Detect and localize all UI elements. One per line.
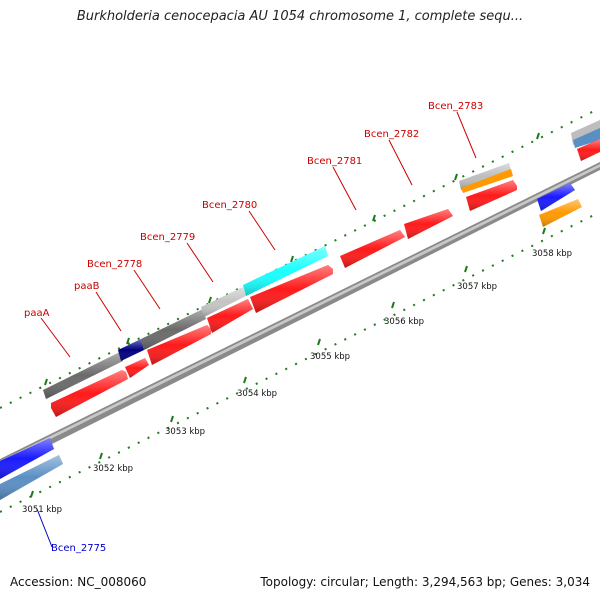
gene-bcen-2775[interactable] [0,438,63,500]
scale-label: 3058 kbp [532,249,572,259]
gene-label-bcen-2778[interactable]: Bcen_2778 [87,259,142,270]
gene-label-bcen-2780[interactable]: Bcen_2780 [202,200,257,211]
forward-cds-track [51,139,600,417]
inner-scale-track [0,211,600,513]
cds-red[interactable] [250,265,333,313]
outer-gene-track [43,120,600,399]
chromosome-backbone [0,162,600,470]
label-leaders [36,111,477,548]
cds-red[interactable] [404,209,453,239]
gene-label-bcen-2781[interactable]: Bcen_2781 [307,156,362,167]
scale-label: 3052 kbp [93,464,133,474]
cds-red[interactable] [577,139,600,161]
cds-red[interactable] [125,358,149,378]
gene-paaA[interactable] [43,352,123,399]
cds-red[interactable] [147,325,211,365]
scale-label: 3057 kbp [457,282,497,292]
scale-label: 3054 kbp [237,389,277,399]
cds-red[interactable] [340,230,405,268]
gene-paaB[interactable] [118,339,144,361]
gene-label-bcen-2779[interactable]: Bcen_2779 [140,232,195,243]
gene-label-paaA[interactable]: paaA [24,308,50,319]
gene-bcen-2779[interactable] [201,287,246,317]
gene-label-bcen-2775[interactable]: Bcen_2775 [51,543,106,554]
gene-label-bcen-2782[interactable]: Bcen_2782 [364,129,419,140]
gene-label-bcen-2783[interactable]: Bcen_2783 [428,101,483,112]
gene-bcen-2778[interactable] [141,309,206,350]
scale-ticks [30,132,546,498]
reverse-cds-track [0,183,582,500]
topology-text: Topology: circular; Length: 3,294,563 bp… [260,575,590,589]
scale-label: 3053 kbp [165,427,205,437]
accession-text: Accession: NC_008060 [10,575,147,589]
gene-bcen-2780[interactable] [243,246,328,296]
cds-orange[interactable] [539,199,582,227]
outer-scale-track [0,107,600,409]
gene-labels: paaA paaB Bcen_2778 Bcen_2779 Bcen_2780 … [24,101,483,554]
scale-labels: 3051 kbp 3052 kbp 3053 kbp 3054 kbp 3055… [22,249,572,515]
cds-red[interactable] [466,180,517,211]
scale-label: 3051 kbp [22,505,62,515]
cds-red[interactable] [207,299,253,333]
scale-label: 3056 kbp [384,317,424,327]
cds-blue[interactable] [537,183,575,211]
cds-red[interactable] [51,370,128,417]
gene-label-paaB[interactable]: paaB [74,281,100,292]
map-title: Burkholderia cenocepacia AU 1054 chromos… [76,9,524,24]
gene-bcen-2783[interactable] [459,163,513,193]
gene-top-right[interactable] [571,120,600,148]
scale-label: 3055 kbp [310,352,350,362]
